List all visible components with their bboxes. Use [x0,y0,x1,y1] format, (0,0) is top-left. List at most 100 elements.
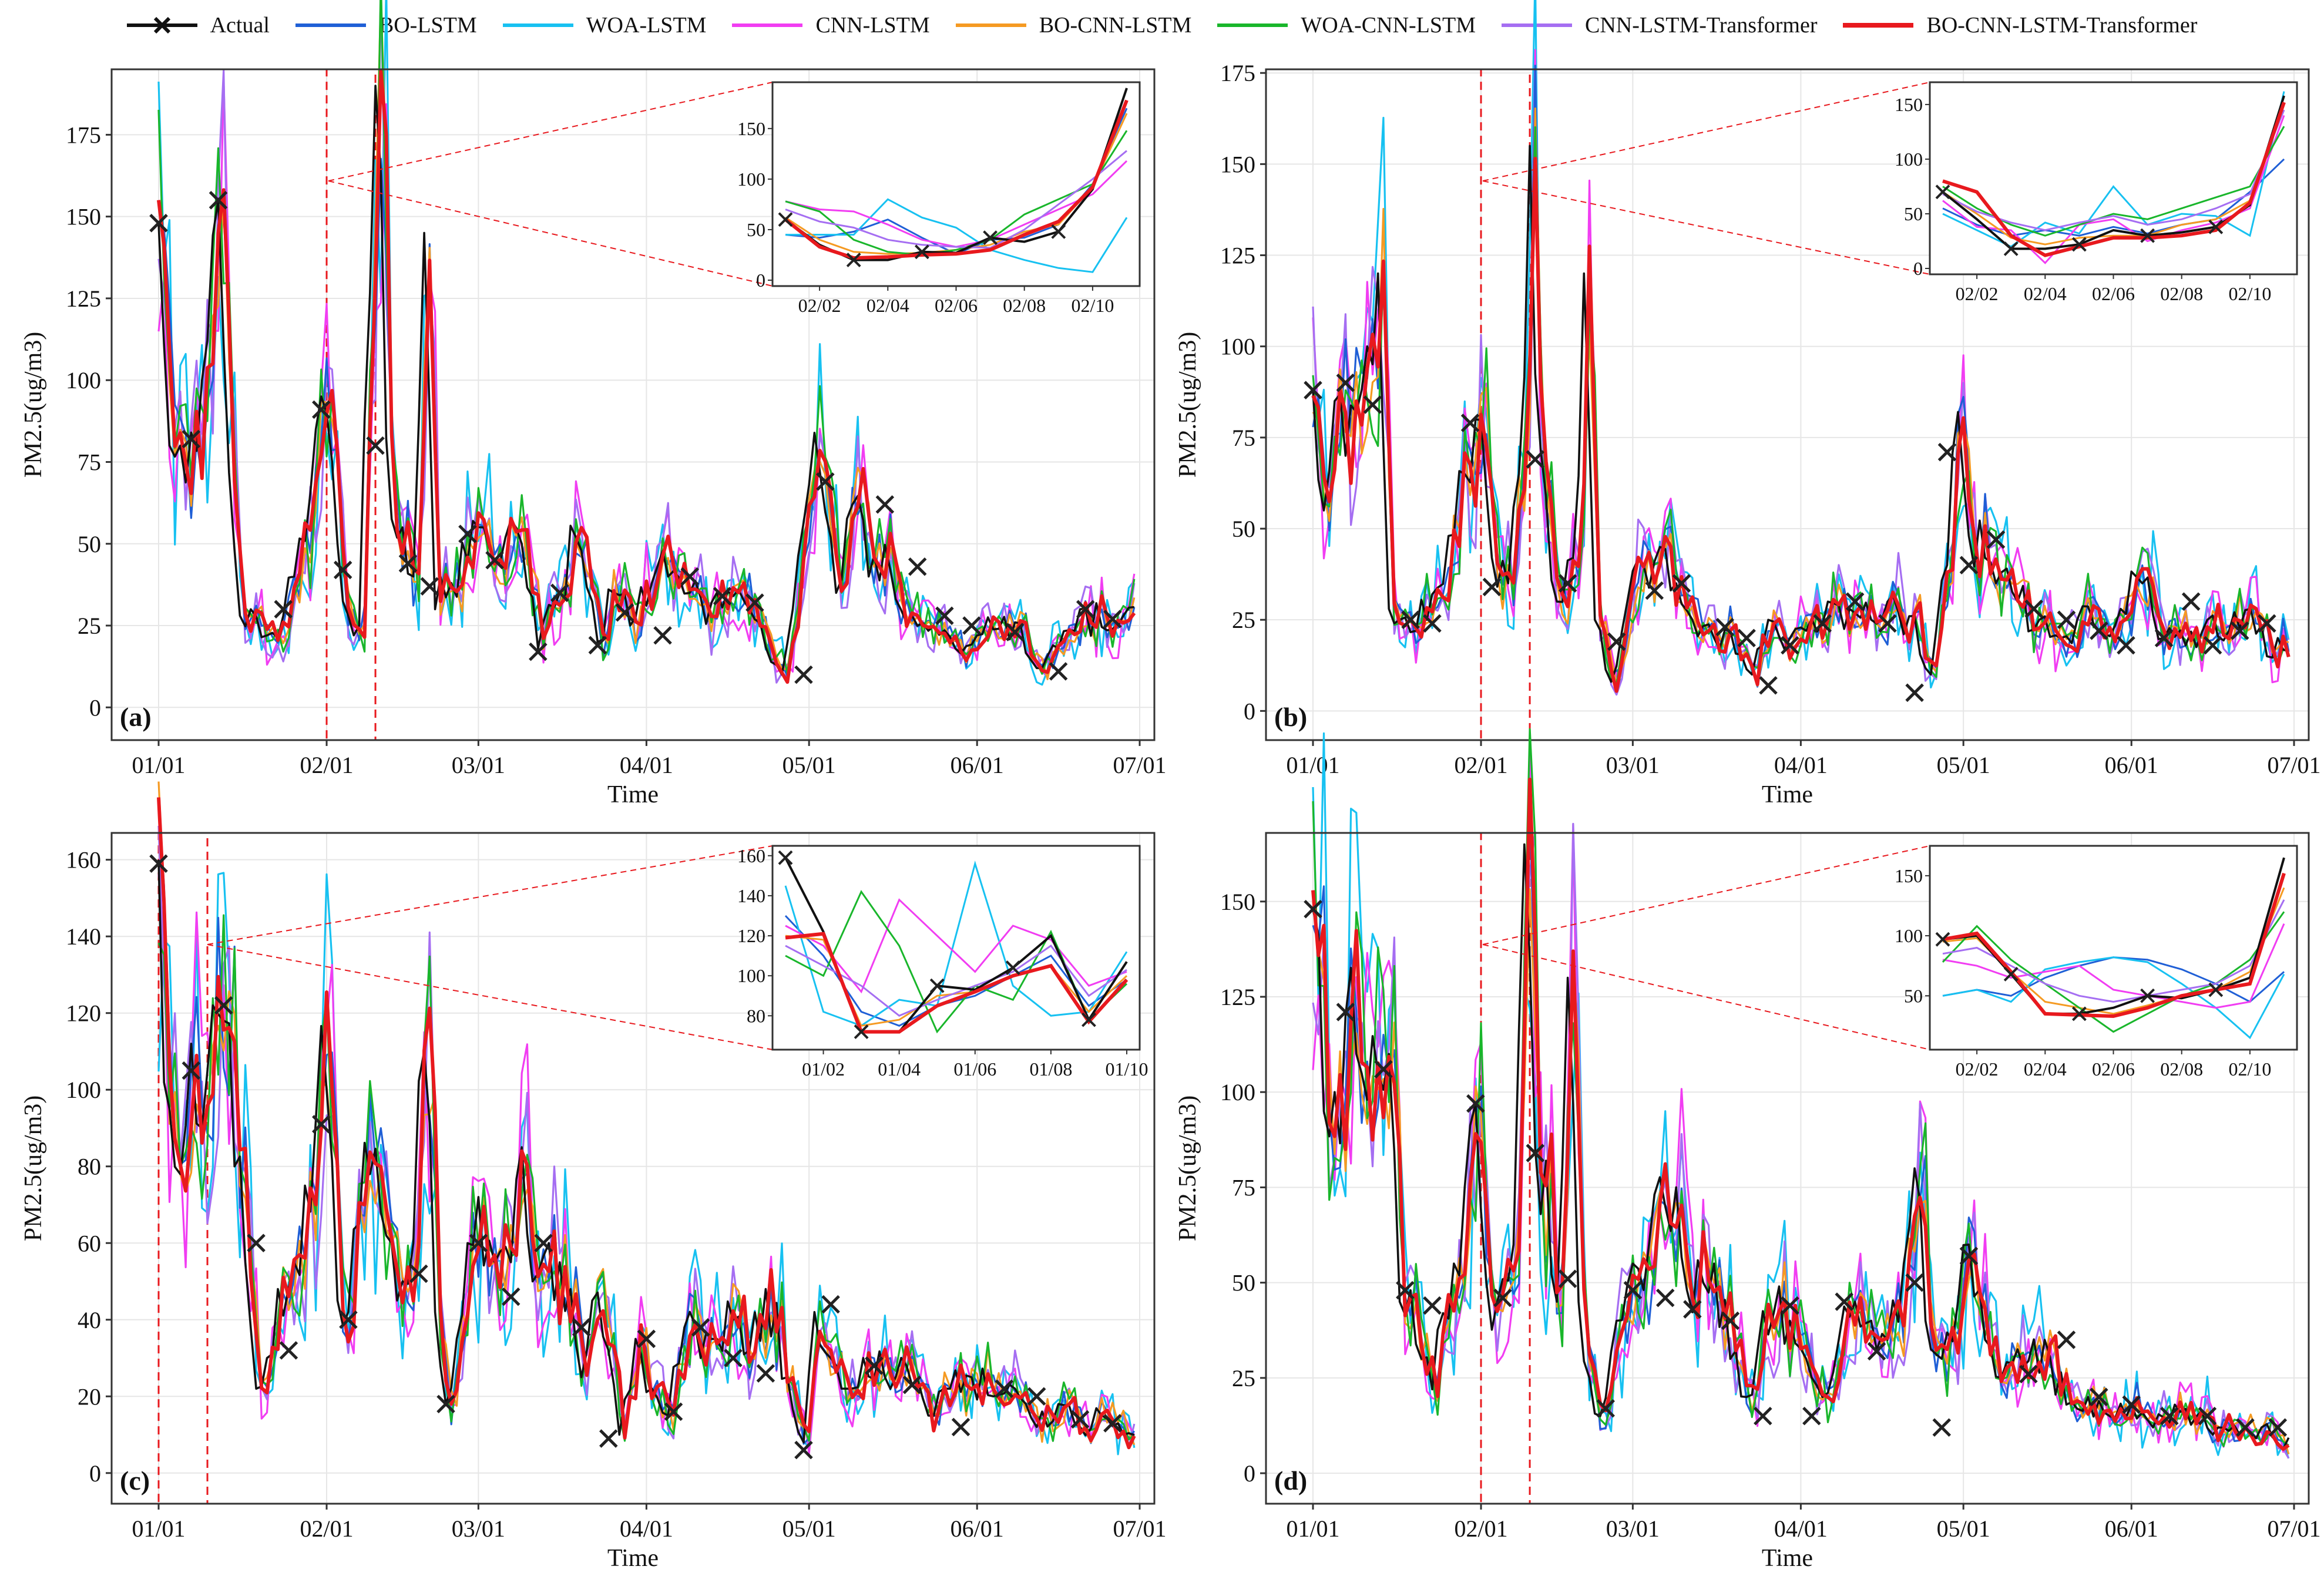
actual-marker [1304,900,1322,919]
inset-y-tick-label: 150 [1895,94,1923,115]
actual-marker [2090,621,2108,640]
actual-marker [1959,1246,1979,1266]
inset-x-tick-label: 02/06 [935,295,978,316]
actual-marker [1304,381,1322,399]
actual-marker [691,1318,710,1337]
actual-marker [1493,1288,1512,1308]
inset-y-tick-label: 100 [737,965,765,986]
actual-marker [724,1349,743,1367]
inset-x-tick-label: 02/06 [2092,283,2135,304]
series-line-actual [157,859,1135,1444]
inset-actual-marker [2003,241,2019,256]
inset-y-tick-label: 100 [737,169,765,190]
actual-marker [312,400,331,419]
inset-actual-marker [2071,237,2087,252]
actual-marker [2057,1330,2076,1349]
series-line-bo-cnn-lstm-transformer [1311,777,2290,1451]
x-tick-label: 01/01 [132,1515,185,1542]
x-tick-label: 02/01 [1454,752,1507,778]
y-tick-label: 25 [1232,607,1255,633]
inset-y-tick-label: 0 [756,270,765,291]
actual-marker [816,472,835,491]
inset-line-woa-cnn-lstm [1942,911,2285,1033]
inset-y-tick-label: 140 [737,885,765,906]
actual-marker [2057,610,2076,629]
inset-actual-marker [2140,988,2155,1003]
actual-marker [653,626,672,645]
x-tick-label: 07/01 [2267,752,2320,778]
series-line-bo-cnn-lstm-transformer [1311,156,2291,693]
actual-marker [247,1234,266,1253]
actual-marker [951,1417,970,1437]
actual-marker [458,525,477,543]
inset-y-tick-label: 50 [747,219,765,240]
inset-line-bo-cnn-lstm-transformer [784,99,1129,260]
x-tick-label: 06/01 [951,752,1004,778]
actual-marker [1401,610,1420,629]
actual-marker [902,1375,922,1394]
inset-x-tick-label: 02/08 [2160,1058,2203,1080]
inset-frame [1929,81,2298,275]
plot-frame [1265,832,2310,1505]
actual-marker [1845,592,1865,611]
actual-marker [1905,683,1924,703]
x-axis-label: Time [607,1545,659,1572]
inset-y-tick-label: 120 [737,925,765,946]
legend-item-bo-cnn-lstm: BO-CNN-LSTM [955,12,1191,38]
y-axis-label: PM2.5(ug/m3) [1174,1095,1201,1242]
chart-panel-d: 0 25 50 75 100 125 150 01/01 02/01 03/01 04/01 05/0… [1174,728,2321,1572]
zoom-connector [328,82,773,182]
x-tick-label: 02/01 [300,1515,353,1542]
legend-item-cnn-lstm-transformer: CNN-LSTM-Transformer [1502,12,1817,38]
actual-marker [1937,442,1957,462]
actual-marker [1623,1280,1643,1300]
actual-marker [1526,450,1545,469]
inset-x-tick-label: 02/10 [1071,295,1114,316]
actual-marker [1374,1060,1393,1079]
inset-actual-marker [983,230,998,246]
actual-marker [2236,1418,2255,1437]
inset-line-bo-cnn-lstm [1942,104,2285,246]
y-tick-label: 20 [78,1383,101,1410]
actual-marker [436,1394,455,1414]
actual-marker [1336,373,1355,392]
actual-marker [1754,1406,1772,1426]
inset-line-woa-lstm [1942,956,2285,1040]
actual-marker [1466,1094,1485,1113]
inset-x-tick-label: 01/02 [802,1058,845,1080]
y-axis-label: PM2.5(ug/m3) [1174,332,1201,478]
x-tick-label: 05/01 [782,1515,836,1542]
y-tick-label: 75 [1232,1174,1255,1201]
inset-y-tick-label: 100 [1895,925,1923,946]
inset-actual-marker [778,212,793,227]
inset-y-tick-label: 50 [1904,985,1923,1006]
y-tick-label: 150 [1220,151,1255,177]
legend-label: Actual [210,13,270,38]
inset-actual-marker [1935,932,1950,947]
series-line-bo-cnn-lstm-transformer [157,69,1136,684]
inset-line-cnn-lstm [1942,923,2285,1009]
inset-y-tick-label: 160 [737,845,765,866]
inset-line-bo-cnn-lstm-transformer [1942,102,2286,257]
y-tick-label: 0 [1244,1460,1255,1487]
actual-marker [1482,577,1502,597]
plot-frame [1265,68,2310,741]
actual-marker [599,1429,618,1448]
y-tick-label: 160 [66,847,101,873]
actual-marker [875,495,895,514]
legend-item-cnn-lstm: CNN-LSTM [732,12,930,38]
inset-y-tick-label: 100 [1895,149,1923,170]
inset-actual-marker [1935,184,1950,200]
inset-x-tick-label: 02/04 [2024,1058,2067,1080]
actual-marker [1835,1292,1853,1311]
y-tick-label: 100 [66,1077,101,1103]
actual-marker [637,1329,656,1349]
y-tick-label: 50 [78,531,101,557]
y-tick-label: 50 [1232,1270,1255,1296]
actual-marker [1526,1144,1545,1162]
actual-marker [664,1402,683,1421]
inset-x-tick-label: 02/02 [1956,1058,1999,1080]
legend-swatch-bo-lstm [295,23,366,27]
chart-panel-b: 0 25 50 75 100 125 150 175 01/01 02/01 03/01 04/01 0… [1174,0,2321,808]
